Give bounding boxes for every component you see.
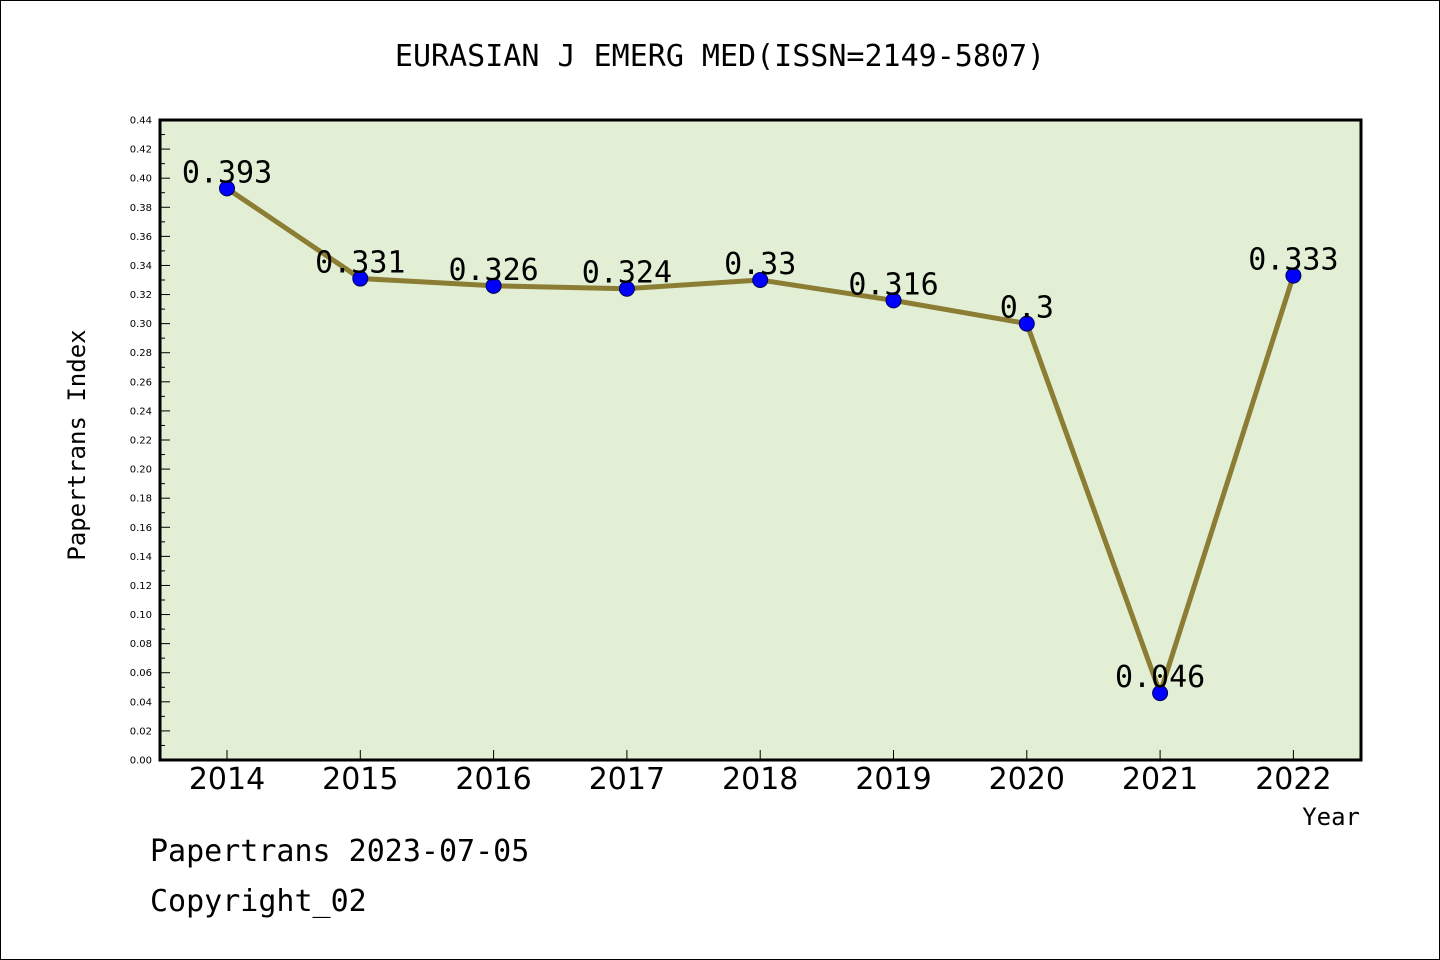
data-point <box>352 270 369 287</box>
y-tick-label: 0.44 <box>130 116 152 127</box>
data-label: 0.3 <box>1000 291 1054 326</box>
data-label: 0.393 <box>182 155 272 190</box>
y-tick-label: 0.36 <box>130 232 152 243</box>
y-tick-label: 0.38 <box>130 203 152 214</box>
data-point <box>1285 267 1302 284</box>
y-tick-label: 0.02 <box>130 726 152 737</box>
y-tick-label: 0.40 <box>130 174 152 185</box>
y-tick-label: 0.28 <box>130 348 152 359</box>
data-point <box>752 272 769 288</box>
chart-title: EURASIAN J EMERG MED(ISSN=2149-5807) <box>395 39 1045 74</box>
y-tick-label: 0.30 <box>130 319 152 330</box>
x-axis: 2014 2015 2016 2017 2018 2019 2020 2021 2022 <box>189 750 1332 797</box>
data-label: 0.324 <box>582 256 672 291</box>
data-label: 0.333 <box>1248 243 1338 278</box>
y-axis: 0.00 0.02 0.04 0.06 0.08 0.10 0.12 0.14 0.16 0.18… <box>130 116 170 767</box>
data-point <box>1152 685 1169 702</box>
data-label: 0.331 <box>315 246 405 281</box>
data-point <box>485 277 502 294</box>
data-label: 0.316 <box>848 267 938 302</box>
y-tick-label: 0.04 <box>130 697 152 708</box>
y-tick-label: 0.26 <box>130 377 152 388</box>
x-tick-label: 2014 <box>189 762 265 797</box>
y-tick-label: 0.24 <box>130 406 152 417</box>
x-tick-label: 2017 <box>589 762 665 797</box>
y-tick-label: 0.06 <box>130 668 152 679</box>
x-tick-label: 2022 <box>1255 762 1331 797</box>
data-point <box>618 280 635 297</box>
data-label: 0.33 <box>724 247 796 282</box>
y-tick-label: 0.34 <box>130 261 152 272</box>
data-markers <box>219 180 1302 702</box>
y-tick-label: 0.42 <box>130 145 152 156</box>
data-point <box>219 180 235 197</box>
x-axis-label: Year <box>1302 803 1360 831</box>
x-tick-label: 2015 <box>322 762 398 797</box>
y-tick-label: 0.00 <box>130 756 152 767</box>
x-tick-label: 2016 <box>455 762 531 797</box>
y-tick-label: 0.12 <box>130 581 152 592</box>
data-label: 0.326 <box>448 253 538 288</box>
footer-stamp: Papertrans 2023-07-05 <box>150 834 530 869</box>
data-point <box>885 292 902 309</box>
x-tick-label: 2021 <box>1122 762 1198 797</box>
data-point <box>1018 315 1035 332</box>
y-tick-label: 0.22 <box>130 436 152 447</box>
y-tick-label: 0.08 <box>130 639 152 650</box>
y-tick-label: 0.32 <box>130 290 152 301</box>
y-tick-label: 0.16 <box>130 523 152 534</box>
footer-copyright: Copyright_02 <box>150 884 367 919</box>
y-tick-label: 0.20 <box>130 465 152 476</box>
y-tick-label: 0.14 <box>130 552 152 563</box>
data-label: 0.046 <box>1115 660 1205 695</box>
plot-area <box>158 118 1363 762</box>
data-labels: 0.393 0.331 0.326 0.324 0.33 0.316 0.3 0.046 0.3… <box>182 155 1339 695</box>
x-tick-label: 2019 <box>855 762 931 797</box>
x-tick-label: 2018 <box>722 762 798 797</box>
x-tick-label: 2020 <box>989 762 1065 797</box>
y-axis-label: Papertrans Index <box>63 329 91 560</box>
y-tick-label: 0.18 <box>130 494 152 505</box>
y-tick-label: 0.10 <box>130 610 152 621</box>
